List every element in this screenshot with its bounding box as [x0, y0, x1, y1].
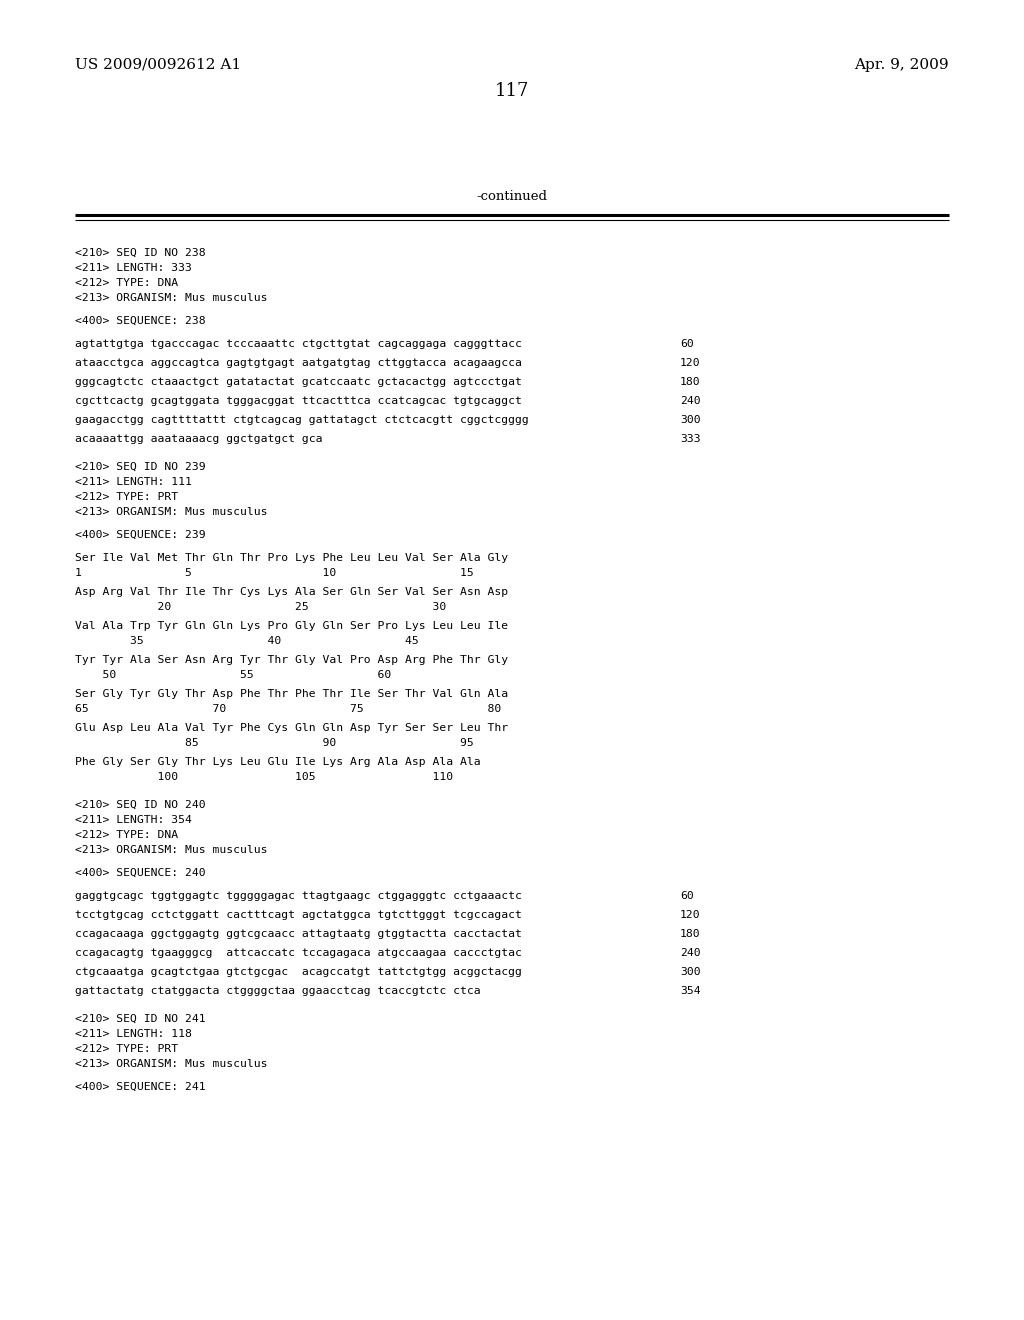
Text: 354: 354	[680, 986, 700, 997]
Text: gaggtgcagc tggtggagtc tgggggagac ttagtgaagc ctggagggtc cctgaaactc: gaggtgcagc tggtggagtc tgggggagac ttagtga…	[75, 891, 522, 902]
Text: <213> ORGANISM: Mus musculus: <213> ORGANISM: Mus musculus	[75, 293, 267, 304]
Text: 50                  55                  60: 50 55 60	[75, 671, 391, 680]
Text: <212> TYPE: DNA: <212> TYPE: DNA	[75, 279, 178, 288]
Text: <400> SEQUENCE: 241: <400> SEQUENCE: 241	[75, 1082, 206, 1092]
Text: <211> LENGTH: 354: <211> LENGTH: 354	[75, 814, 191, 825]
Text: <210> SEQ ID NO 238: <210> SEQ ID NO 238	[75, 248, 206, 257]
Text: gaagacctgg cagttttattt ctgtcagcag gattatagct ctctcacgtt cggctcgggg: gaagacctgg cagttttattt ctgtcagcag gattat…	[75, 414, 528, 425]
Text: Asp Arg Val Thr Ile Thr Cys Lys Ala Ser Gln Ser Val Ser Asn Asp: Asp Arg Val Thr Ile Thr Cys Lys Ala Ser …	[75, 587, 508, 597]
Text: ctgcaaatga gcagtctgaa gtctgcgac  acagccatgt tattctgtgg acggctacgg: ctgcaaatga gcagtctgaa gtctgcgac acagccat…	[75, 968, 522, 977]
Text: ccagacaaga ggctggagtg ggtcgcaacc attagtaatg gtggtactta cacctactat: ccagacaaga ggctggagtg ggtcgcaacc attagta…	[75, 929, 522, 939]
Text: cgcttcactg gcagtggata tgggacggat ttcactttca ccatcagcac tgtgcaggct: cgcttcactg gcagtggata tgggacggat ttcactt…	[75, 396, 522, 407]
Text: ccagacagtg tgaagggcg  attcaccatc tccagagaca atgccaagaa caccctgtac: ccagacagtg tgaagggcg attcaccatc tccagaga…	[75, 948, 522, 958]
Text: <400> SEQUENCE: 239: <400> SEQUENCE: 239	[75, 531, 206, 540]
Text: gggcagtctc ctaaactgct gatatactat gcatccaatc gctacactgg agtccctgat: gggcagtctc ctaaactgct gatatactat gcatcca…	[75, 378, 522, 387]
Text: 60: 60	[680, 339, 693, 348]
Text: <212> TYPE: PRT: <212> TYPE: PRT	[75, 1044, 178, 1053]
Text: Ser Ile Val Met Thr Gln Thr Pro Lys Phe Leu Leu Val Ser Ala Gly: Ser Ile Val Met Thr Gln Thr Pro Lys Phe …	[75, 553, 508, 564]
Text: <400> SEQUENCE: 238: <400> SEQUENCE: 238	[75, 315, 206, 326]
Text: 300: 300	[680, 968, 700, 977]
Text: 300: 300	[680, 414, 700, 425]
Text: <211> LENGTH: 111: <211> LENGTH: 111	[75, 477, 191, 487]
Text: <400> SEQUENCE: 240: <400> SEQUENCE: 240	[75, 869, 206, 878]
Text: Val Ala Trp Tyr Gln Gln Lys Pro Gly Gln Ser Pro Lys Leu Leu Ile: Val Ala Trp Tyr Gln Gln Lys Pro Gly Gln …	[75, 620, 508, 631]
Text: 333: 333	[680, 434, 700, 444]
Text: <212> TYPE: PRT: <212> TYPE: PRT	[75, 492, 178, 502]
Text: <210> SEQ ID NO 240: <210> SEQ ID NO 240	[75, 800, 206, 810]
Text: Apr. 9, 2009: Apr. 9, 2009	[854, 58, 949, 73]
Text: gattactatg ctatggacta ctggggctaa ggaacctcag tcaccgtctc ctca: gattactatg ctatggacta ctggggctaa ggaacct…	[75, 986, 480, 997]
Text: <211> LENGTH: 333: <211> LENGTH: 333	[75, 263, 191, 273]
Text: Ser Gly Tyr Gly Thr Asp Phe Thr Phe Thr Ile Ser Thr Val Gln Ala: Ser Gly Tyr Gly Thr Asp Phe Thr Phe Thr …	[75, 689, 508, 700]
Text: Glu Asp Leu Ala Val Tyr Phe Cys Gln Gln Asp Tyr Ser Ser Leu Thr: Glu Asp Leu Ala Val Tyr Phe Cys Gln Gln …	[75, 723, 508, 733]
Text: US 2009/0092612 A1: US 2009/0092612 A1	[75, 58, 241, 73]
Text: 100                 105                 110: 100 105 110	[75, 772, 454, 781]
Text: 1               5                   10                  15: 1 5 10 15	[75, 568, 474, 578]
Text: 120: 120	[680, 358, 700, 368]
Text: 85                  90                  95: 85 90 95	[75, 738, 474, 748]
Text: <210> SEQ ID NO 241: <210> SEQ ID NO 241	[75, 1014, 206, 1024]
Text: 180: 180	[680, 929, 700, 939]
Text: 60: 60	[680, 891, 693, 902]
Text: acaaaattgg aaataaaacg ggctgatgct gca: acaaaattgg aaataaaacg ggctgatgct gca	[75, 434, 323, 444]
Text: <213> ORGANISM: Mus musculus: <213> ORGANISM: Mus musculus	[75, 845, 267, 855]
Text: <210> SEQ ID NO 239: <210> SEQ ID NO 239	[75, 462, 206, 473]
Text: 120: 120	[680, 909, 700, 920]
Text: <211> LENGTH: 118: <211> LENGTH: 118	[75, 1030, 191, 1039]
Text: 180: 180	[680, 378, 700, 387]
Text: 35                  40                  45: 35 40 45	[75, 636, 419, 645]
Text: 65                  70                  75                  80: 65 70 75 80	[75, 704, 502, 714]
Text: <213> ORGANISM: Mus musculus: <213> ORGANISM: Mus musculus	[75, 507, 267, 517]
Text: tcctgtgcag cctctggatt cactttcagt agctatggca tgtcttgggt tcgccagact: tcctgtgcag cctctggatt cactttcagt agctatg…	[75, 909, 522, 920]
Text: <212> TYPE: DNA: <212> TYPE: DNA	[75, 830, 178, 840]
Text: 240: 240	[680, 396, 700, 407]
Text: 20                  25                  30: 20 25 30	[75, 602, 446, 612]
Text: 117: 117	[495, 82, 529, 100]
Text: Tyr Tyr Ala Ser Asn Arg Tyr Thr Gly Val Pro Asp Arg Phe Thr Gly: Tyr Tyr Ala Ser Asn Arg Tyr Thr Gly Val …	[75, 655, 508, 665]
Text: ataacctgca aggccagtca gagtgtgagt aatgatgtag cttggtacca acagaagcca: ataacctgca aggccagtca gagtgtgagt aatgatg…	[75, 358, 522, 368]
Text: Phe Gly Ser Gly Thr Lys Leu Glu Ile Lys Arg Ala Asp Ala Ala: Phe Gly Ser Gly Thr Lys Leu Glu Ile Lys …	[75, 756, 480, 767]
Text: <213> ORGANISM: Mus musculus: <213> ORGANISM: Mus musculus	[75, 1059, 267, 1069]
Text: -continued: -continued	[476, 190, 548, 203]
Text: 240: 240	[680, 948, 700, 958]
Text: agtattgtga tgacccagac tcccaaattc ctgcttgtat cagcaggaga cagggttacc: agtattgtga tgacccagac tcccaaattc ctgcttg…	[75, 339, 522, 348]
